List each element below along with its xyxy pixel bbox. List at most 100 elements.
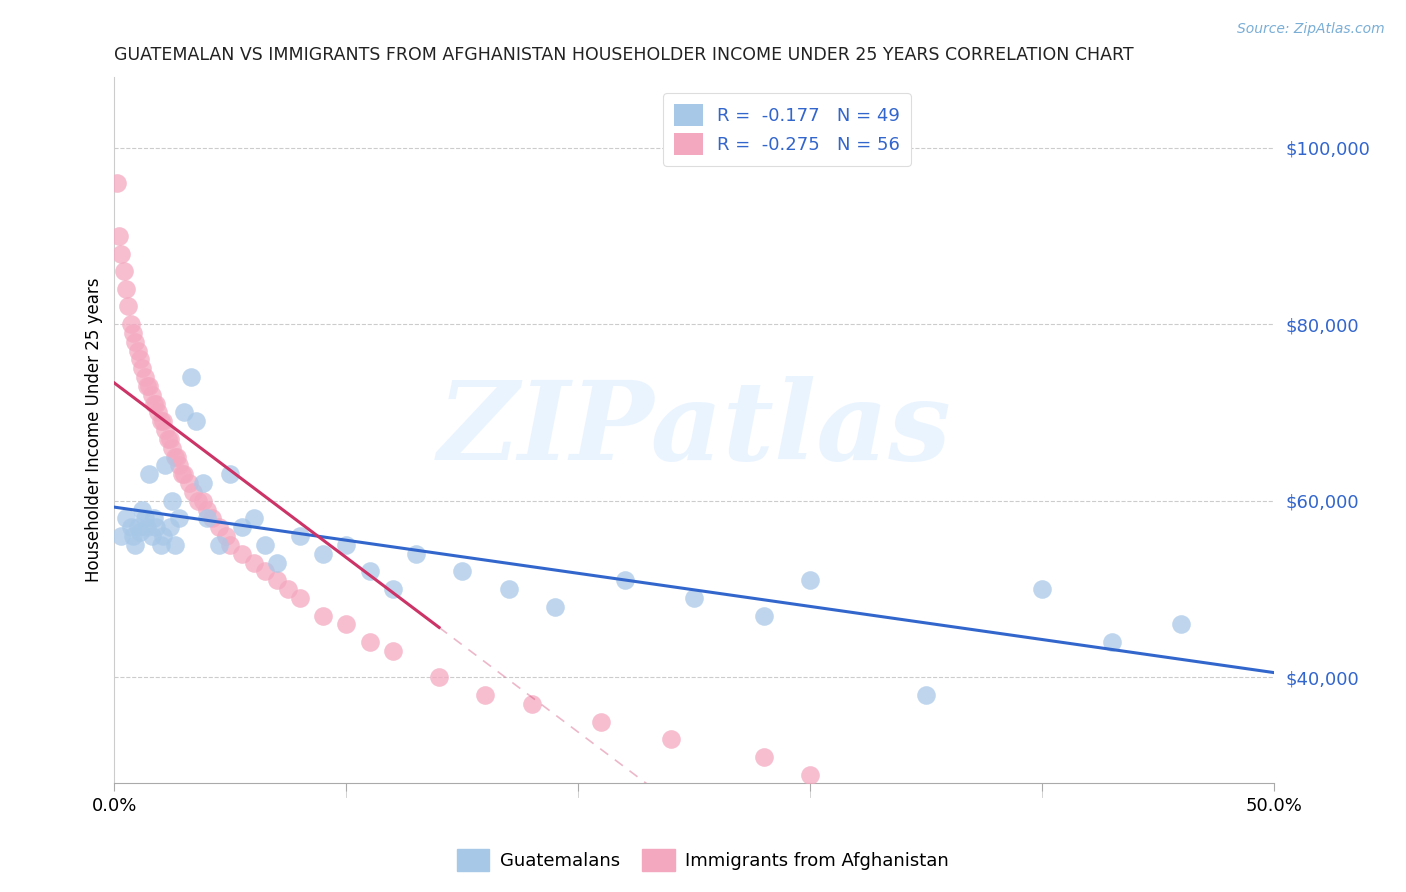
Point [184,414,207,428]
Point [135,379,157,393]
Point [242,556,264,570]
Point [659,732,682,747]
Point [195,502,218,516]
Point [799,767,821,781]
Point [335,617,357,632]
Point [266,574,288,588]
Point [915,688,938,702]
Point [142,511,165,525]
Point [127,343,149,358]
Point [163,450,186,464]
Point [1031,582,1053,596]
Point [181,485,204,500]
Point [381,644,404,658]
Point [131,502,153,516]
Point [159,520,181,534]
Point [110,529,132,543]
Point [155,423,177,437]
Point [149,414,172,428]
Point [110,246,132,260]
Point [177,476,200,491]
Point [169,458,191,473]
Point [208,520,231,534]
Point [191,476,214,491]
Point [520,697,543,711]
Point [254,538,277,552]
Point [254,565,277,579]
Point [129,352,152,367]
Point [215,529,238,543]
Point [120,520,142,534]
Point [115,511,138,525]
Point [231,547,253,561]
Point [219,538,242,552]
Point [1101,635,1123,649]
Point [115,282,138,296]
Point [752,608,775,623]
Point [335,538,357,552]
Point [191,493,214,508]
Point [277,582,299,596]
Y-axis label: Householder Income Under 25 years: Householder Income Under 25 years [86,278,103,582]
Point [138,467,160,482]
Point [108,228,131,243]
Point [231,520,253,534]
Point [799,574,821,588]
Point [173,467,195,482]
Point [141,388,163,402]
Point [129,524,152,539]
Point [149,538,172,552]
Point [187,493,209,508]
Point [122,326,145,340]
Point [683,591,706,605]
Point [219,467,242,482]
Text: GUATEMALAN VS IMMIGRANTS FROM AFGHANISTAN HOUSEHOLDER INCOME UNDER 25 YEARS CORR: GUATEMALAN VS IMMIGRANTS FROM AFGHANISTA… [114,46,1135,64]
Point [312,608,335,623]
Point [135,520,157,534]
Point [208,538,231,552]
Point [156,432,179,446]
Point [173,405,195,419]
Point [127,520,149,534]
Point [242,511,264,525]
Point [613,574,636,588]
Point [142,397,165,411]
Point [405,547,427,561]
Point [544,599,567,614]
Legend: R =  -0.177   N = 49, R =  -0.275   N = 56: R = -0.177 N = 49, R = -0.275 N = 56 [664,93,911,166]
Point [169,511,191,525]
Point [162,493,184,508]
Point [266,556,288,570]
Point [427,670,450,684]
Point [752,750,775,764]
Point [451,565,474,579]
Point [134,511,156,525]
Text: Source: ZipAtlas.com: Source: ZipAtlas.com [1237,22,1385,37]
Legend: Guatemalans, Immigrants from Afghanistan: Guatemalans, Immigrants from Afghanistan [450,842,956,879]
Point [159,432,181,446]
Point [498,582,520,596]
Point [122,529,145,543]
Point [359,635,381,649]
Point [152,414,174,428]
Point [145,397,167,411]
Point [288,529,311,543]
Point [155,458,177,473]
Point [124,334,146,349]
Point [120,317,142,331]
Point [166,450,188,464]
Point [138,379,160,393]
Point [163,538,186,552]
Point [148,405,170,419]
Point [134,370,156,384]
Point [152,529,174,543]
Point [474,688,496,702]
Point [180,370,202,384]
Point [591,714,613,729]
Point [359,565,381,579]
Point [124,538,146,552]
Point [312,547,335,561]
Point [162,441,184,455]
Point [381,582,404,596]
Point [195,511,218,525]
